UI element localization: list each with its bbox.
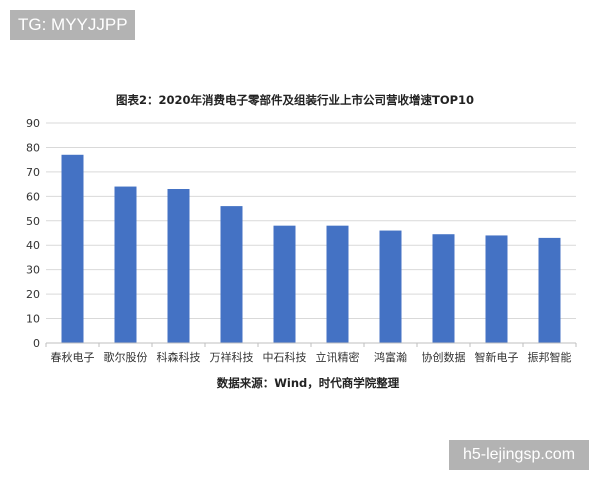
y-tick-label: 80	[26, 141, 40, 154]
y-tick-label: 0	[33, 337, 40, 350]
bar-4	[220, 206, 243, 343]
bar-2	[114, 186, 137, 343]
bar-1	[61, 154, 84, 343]
y-axis-ticks: 0 10 20 30 40 50 60 70 80 90	[26, 117, 40, 350]
chart-source: 数据来源：Wind，时代商学院整理	[217, 376, 400, 390]
watermark-bottom-right: h5-lejingsp.com	[449, 440, 589, 470]
bar-7	[379, 230, 402, 343]
x-category-label: 鸿富瀚	[374, 350, 407, 364]
y-tick-label: 70	[26, 166, 40, 179]
y-tick-label: 10	[26, 313, 40, 326]
bar-9	[485, 235, 508, 343]
bar-8	[432, 234, 455, 343]
x-axis-categories: 春秋电子 歌尔股份 科森科技 万祥科技 中石科技 立讯精密 鸿富瀚 协创数据 智新电子 振邦智能	[45, 343, 577, 364]
x-category-label: 立讯精密	[316, 350, 360, 364]
y-tick-label: 90	[26, 117, 40, 130]
x-category-label: 智新电子	[475, 350, 519, 364]
x-category-label: 科森科技	[157, 350, 201, 364]
bar-6	[326, 225, 349, 343]
x-category-label: 协创数据	[422, 350, 466, 364]
y-tick-label: 60	[26, 190, 40, 203]
x-category-label: 万祥科技	[210, 350, 254, 364]
bar-5	[273, 225, 296, 343]
y-tick-label: 30	[26, 264, 40, 277]
x-category-label: 振邦智能	[528, 350, 572, 364]
bars	[61, 154, 561, 343]
y-tick-label: 40	[26, 239, 40, 252]
y-tick-label: 20	[26, 288, 40, 301]
x-category-label: 中石科技	[263, 350, 307, 364]
x-category-label: 歌尔股份	[104, 350, 148, 364]
y-tick-label: 50	[26, 215, 40, 228]
bar-10	[538, 237, 561, 343]
watermark-top-left: TG: MYYJJPP	[10, 10, 135, 40]
chart-title: 图表2：2020年消费电子零部件及组装行业上市公司营收增速TOP10	[116, 93, 474, 107]
bar-3	[167, 189, 190, 343]
x-category-label: 春秋电子	[51, 350, 95, 364]
